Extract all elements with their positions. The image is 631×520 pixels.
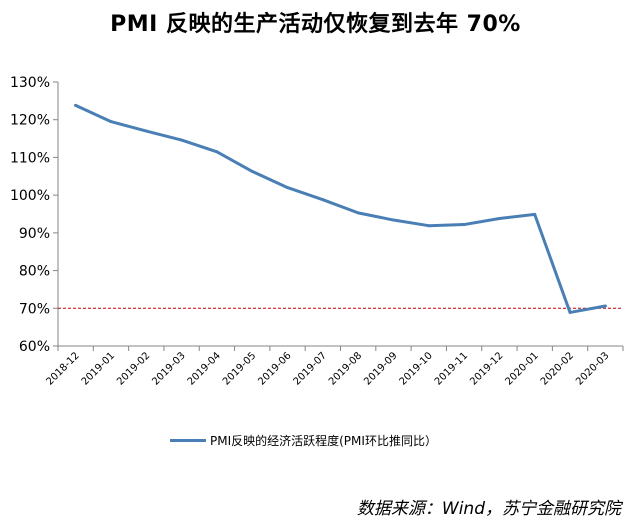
data-point [74, 103, 78, 107]
x-tick-label: 2019-05 [221, 350, 258, 387]
data-point [180, 138, 184, 142]
data-point [286, 186, 290, 190]
x-axis: 2018-122019-012019-022019-032019-042019-… [44, 345, 624, 388]
chart-title: PMI 反映的生产活动仅恢复到去年 70% [110, 12, 521, 37]
data-point [427, 224, 431, 228]
data-point [250, 169, 254, 173]
line-chart: 60%70%80%90%100%110%120%130% 2018-122019… [10, 75, 624, 388]
x-tick-label: 2019-04 [186, 350, 223, 387]
y-tick-label: 120% [10, 113, 50, 129]
data-point [109, 120, 113, 124]
x-tick-label: 2019-01 [80, 350, 117, 387]
legend: PMI反映的经济活跃程度(PMI环比推同比） [170, 432, 437, 449]
x-tick-label: 2020-02 [539, 350, 576, 387]
x-tick-label: 2018-12 [44, 350, 81, 387]
x-tick-label: 2019-06 [256, 350, 293, 387]
y-tick-label: 60% [19, 339, 50, 355]
data-point [321, 198, 325, 202]
y-tick-label: 80% [19, 264, 50, 280]
x-tick-label: 2019-08 [327, 350, 364, 387]
y-tick-label: 130% [10, 75, 50, 91]
data-point [391, 218, 395, 222]
legend-label: PMI反映的经济活跃程度(PMI环比推同比） [210, 434, 437, 448]
data-point [497, 217, 501, 221]
y-tick-label: 90% [19, 226, 50, 242]
y-tick-label: 100% [10, 188, 50, 204]
x-tick-label: 2019-02 [115, 350, 152, 387]
x-tick-label: 2019-12 [468, 350, 505, 387]
x-tick-label: 2020-03 [574, 350, 611, 387]
data-point [356, 211, 360, 215]
x-tick-label: 2020-01 [504, 350, 541, 387]
data-point [603, 304, 607, 308]
y-tick-label: 70% [19, 301, 50, 317]
data-point [568, 310, 572, 314]
y-tick-label: 110% [10, 150, 50, 166]
x-tick-label: 2019-07 [292, 350, 329, 387]
x-tick-label: 2019-09 [362, 350, 399, 387]
data-point [215, 150, 219, 154]
legend-swatch [170, 439, 206, 442]
x-tick-label: 2019-11 [433, 350, 470, 387]
data-point [144, 129, 148, 133]
x-tick-label: 2019-10 [398, 350, 435, 387]
data-point [462, 223, 466, 227]
source-note: 数据来源：Wind，苏宁金融研究院 [356, 499, 621, 519]
y-axis: 60% 70% 80% 90% 100% 110% 120% 130% [10, 75, 59, 355]
series-line [74, 103, 607, 314]
data-point [533, 212, 537, 216]
x-tick-label: 2019-03 [150, 350, 187, 387]
series-layer [74, 103, 607, 314]
